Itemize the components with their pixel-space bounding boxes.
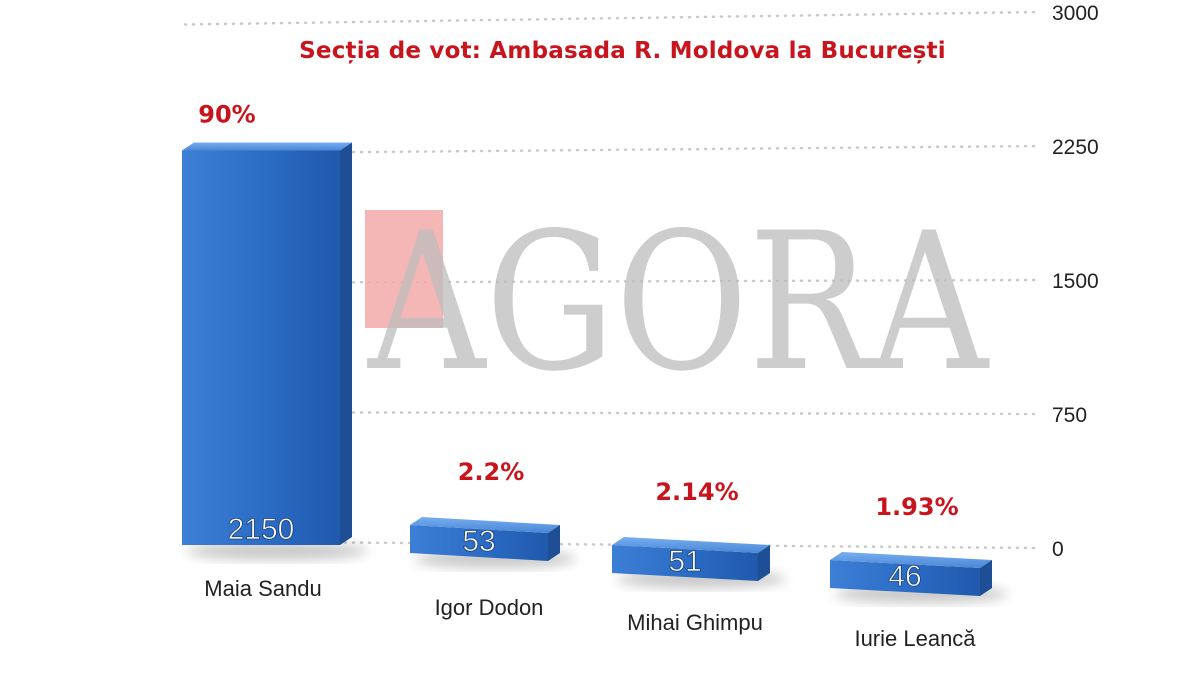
- bar-side-2: [758, 545, 770, 581]
- percent-label-1: 2.2%: [458, 458, 525, 486]
- bar-top-0: [182, 142, 352, 151]
- watermark-text: AGORA: [366, 192, 990, 413]
- bar-3: [830, 560, 980, 596]
- y-tick-3000: 3000: [1052, 2, 1099, 25]
- gridline-3000: [183, 10, 1042, 26]
- gridline-0: [183, 540, 1042, 550]
- agora-watermark: AGORA: [365, 192, 990, 413]
- percent-label-3: 1.93%: [875, 493, 958, 521]
- y-tick-750: 750: [1052, 404, 1087, 427]
- percent-label-2: 2.14%: [655, 478, 738, 506]
- bar-top-1: [410, 517, 560, 533]
- bar-1: [410, 525, 548, 561]
- bar-0: [182, 150, 340, 545]
- y-tick-1500: 1500: [1052, 270, 1099, 293]
- watermark-red-block: [365, 210, 443, 328]
- category-label-0: Maia Sandu: [204, 576, 321, 601]
- chart-subtitle: Secția de vot: Ambasada R. Moldova la Bu…: [299, 38, 946, 64]
- category-label-2: Mihai Ghimpu: [627, 610, 763, 635]
- bar-shadow-0: [186, 542, 368, 560]
- category-label-1: Igor Dodon: [435, 595, 544, 620]
- value-label-3: 46: [888, 560, 921, 593]
- labels: 0 750 1500 2250 3000 2150 90% Maia Sandu 53 2.2% I…: [198, 2, 1098, 651]
- gridline-2250: [183, 144, 1042, 155]
- y-tick-0: 0: [1052, 538, 1064, 561]
- y-tick-2250: 2250: [1052, 136, 1099, 159]
- percent-label-0: 90%: [198, 101, 255, 129]
- gridlines: [183, 10, 1042, 550]
- bar-side-0: [340, 142, 352, 545]
- bar-top-3: [830, 552, 992, 568]
- value-label-2: 51: [668, 545, 701, 578]
- value-label-1: 53: [462, 525, 495, 558]
- bars: [182, 142, 992, 596]
- bar-side-1: [548, 525, 560, 561]
- bar-side-3: [980, 560, 992, 596]
- bar-top-2: [612, 537, 770, 553]
- gridline-1500: [183, 278, 1042, 285]
- bar-2: [612, 545, 758, 581]
- value-label-0: 2150: [228, 513, 295, 546]
- category-label-3: Iurie Leancă: [854, 626, 976, 651]
- gridline-750: [183, 410, 1042, 416]
